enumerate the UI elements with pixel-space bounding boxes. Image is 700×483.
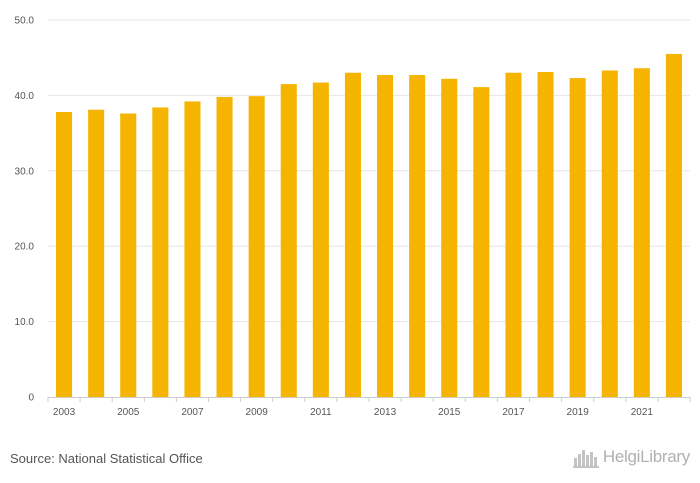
bar-2012 xyxy=(344,72,361,397)
bar-2013 xyxy=(377,75,394,398)
x-tick-labels: 2003 2005 2007 2009 2011 2013 2015 2017 2019 2021 xyxy=(53,407,653,418)
bar-2003 xyxy=(56,111,73,397)
x-tick-label: 2003 xyxy=(53,407,76,418)
x-tick-label: 2019 xyxy=(567,407,590,418)
axes xyxy=(47,397,691,402)
x-tick-label: 2013 xyxy=(374,407,397,418)
x-tick-label: 2021 xyxy=(631,407,654,418)
x-tick-label: 2005 xyxy=(117,407,140,418)
bar-2011 xyxy=(312,82,329,397)
bar-chart: 010.020.030.040.050.0 2003 2005 2007 2009 20… xyxy=(15,16,691,418)
bar-2009 xyxy=(248,96,265,398)
bar-2020 xyxy=(601,70,618,397)
bar-2022 xyxy=(665,53,682,398)
bar-2004 xyxy=(88,109,105,397)
y-tick-label: 0 xyxy=(28,393,34,404)
bar-2005 xyxy=(120,113,137,397)
bars xyxy=(56,53,682,398)
x-tick-label: 2007 xyxy=(181,407,204,418)
source-note: Source: National Statistical Office xyxy=(10,451,203,466)
y-tick-label: 50.0 xyxy=(15,16,35,27)
y-tick-label: 20.0 xyxy=(15,242,35,253)
bar-2008 xyxy=(216,96,233,398)
city-skyline-icon xyxy=(572,450,599,468)
y-tick-labels: 0 10.0 20.0 30.0 40.0 50.0 xyxy=(15,16,35,404)
bar-2018 xyxy=(537,72,554,397)
logo-text: HelgiLibrary xyxy=(602,447,690,466)
bar-2016 xyxy=(473,87,490,397)
bar-2021 xyxy=(633,68,650,398)
grid-lines xyxy=(48,19,690,323)
bar-2007 xyxy=(184,101,201,397)
chart-footer: Source: National Statistical Office Helg… xyxy=(0,436,700,483)
bar-2010 xyxy=(280,84,297,397)
bar-2017 xyxy=(505,72,522,397)
y-tick-label: 10.0 xyxy=(15,317,35,328)
bar-2019 xyxy=(569,78,586,398)
helgi-library-logo: HelgiLibrary xyxy=(572,446,690,468)
x-tick-label: 2011 xyxy=(310,407,332,418)
y-tick-label: 40.0 xyxy=(15,91,35,102)
bar-2014 xyxy=(409,75,426,398)
bar-2006 xyxy=(152,107,169,398)
x-tick-label: 2009 xyxy=(246,407,269,418)
x-tick-label: 2015 xyxy=(438,407,461,418)
bar-2015 xyxy=(441,78,458,397)
y-tick-label: 30.0 xyxy=(15,166,35,177)
x-tick-label: 2017 xyxy=(502,407,525,418)
